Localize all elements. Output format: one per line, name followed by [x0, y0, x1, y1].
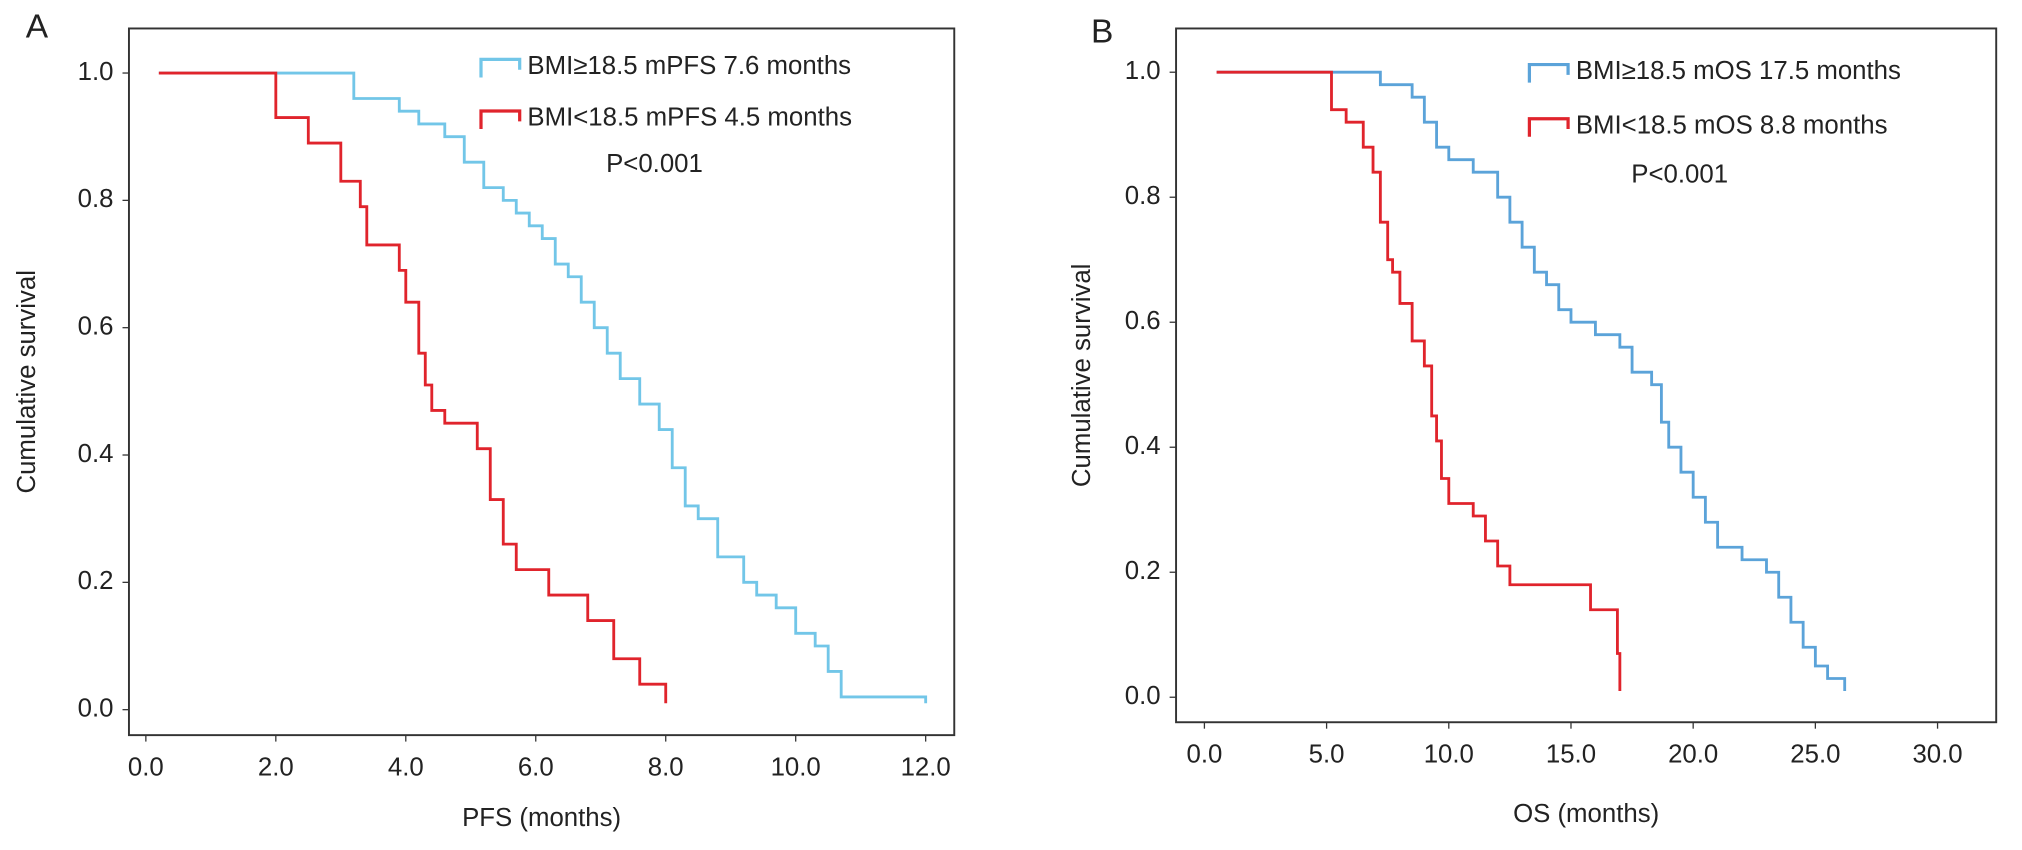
survival-curve: [1216, 70, 1847, 691]
survival-curve: [158, 71, 928, 704]
legend-swatch: [479, 57, 522, 78]
y-tick-label: 1.0: [1125, 57, 1161, 85]
y-tick-label: 0.4: [1125, 432, 1161, 460]
y-tick-label: 0.0: [78, 694, 114, 722]
x-tick-label: 15.0: [1546, 741, 1596, 769]
y-tick-label: 1.0: [78, 58, 114, 86]
x-tick-label: 0.0: [1186, 741, 1222, 769]
plot-frame: [127, 27, 956, 737]
legend-swatch: [479, 109, 522, 130]
y-tick-label: 0.8: [1125, 182, 1161, 210]
y-tick-label: 0.8: [78, 185, 114, 213]
p-value: P<0.001: [1631, 160, 1728, 188]
y-axis-title: Cumulative survival: [13, 270, 41, 494]
x-tick-label: 10.0: [1424, 741, 1474, 769]
x-tick-label: 25.0: [1790, 741, 1840, 769]
panel-label: A: [26, 8, 49, 45]
legend-label: BMI<18.5 mOS 8.8 months: [1576, 111, 1888, 139]
p-value: P<0.001: [606, 150, 703, 178]
y-tick-label: 0.0: [1125, 682, 1161, 710]
y-tick-label: 0.4: [78, 440, 114, 468]
y-tick-label: 0.2: [1125, 557, 1161, 585]
x-tick-label: 12.0: [901, 753, 951, 781]
plot-frame: [1175, 27, 1998, 724]
legend-label: BMI<18.5 mPFS 4.5 months: [527, 104, 852, 132]
legend-swatch: [1527, 117, 1570, 137]
survival-curve: [1216, 70, 1622, 691]
legend-label: BMI≥18.5 mPFS 7.6 months: [527, 52, 851, 80]
panel-label: B: [1091, 13, 1113, 50]
x-tick-label: 6.0: [518, 753, 554, 781]
y-tick-label: 0.2: [78, 567, 114, 595]
legend-label: BMI≥18.5 mOS 17.5 months: [1576, 57, 1901, 85]
y-tick-label: 0.6: [1125, 307, 1161, 335]
y-axis-title: Cumulative survival: [1068, 264, 1096, 488]
x-tick-label: 20.0: [1668, 741, 1718, 769]
x-axis-title: OS (months): [1513, 800, 1659, 828]
legend-swatch: [1527, 62, 1570, 83]
survival-curve: [158, 71, 668, 704]
x-axis-title: PFS (months): [462, 804, 621, 832]
x-tick-label: 4.0: [388, 753, 424, 781]
x-tick-label: 8.0: [648, 753, 684, 781]
x-tick-label: 10.0: [771, 753, 821, 781]
x-tick-label: 30.0: [1912, 741, 1962, 769]
x-tick-label: 2.0: [258, 753, 294, 781]
x-tick-label: 0.0: [128, 753, 164, 781]
x-tick-label: 5.0: [1309, 741, 1345, 769]
y-tick-label: 0.6: [78, 312, 114, 340]
